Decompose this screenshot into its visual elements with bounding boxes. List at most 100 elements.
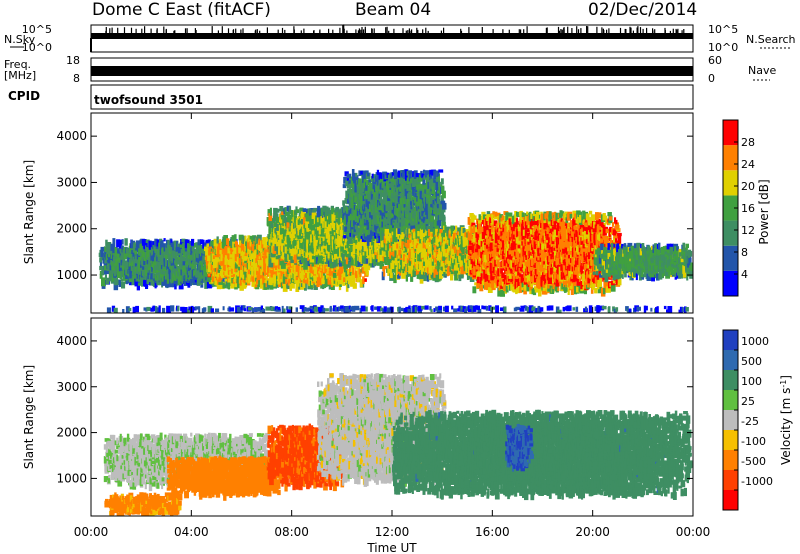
echo-cell <box>365 258 368 264</box>
echo-cell <box>241 259 246 266</box>
echo-cell <box>191 246 195 251</box>
echo-cell <box>202 239 205 249</box>
echo-cell <box>328 221 332 230</box>
echo-cell <box>135 246 138 251</box>
echo-cell <box>379 213 383 223</box>
echo-cell <box>349 183 354 189</box>
echo-cell <box>180 306 185 311</box>
echo-cell <box>286 309 292 313</box>
echo-cell <box>179 254 183 263</box>
echo-cell <box>117 252 122 262</box>
echo-cell <box>131 260 135 267</box>
nsky-spike <box>546 27 548 33</box>
nsky-spike <box>587 26 589 33</box>
echo-cell <box>376 306 382 312</box>
echo-cell <box>331 212 335 221</box>
echo-cell <box>194 265 197 270</box>
echo-cell <box>156 307 160 313</box>
echo-cell <box>268 213 273 222</box>
echo-cell <box>335 206 339 213</box>
echo-cell <box>313 274 318 283</box>
nsky-spike <box>371 28 373 33</box>
echo-cell <box>259 281 263 289</box>
echo-cell <box>279 206 284 211</box>
echo-cell <box>483 305 488 310</box>
nsky-spike <box>217 30 219 33</box>
echo-cell <box>263 237 267 241</box>
echo-cell <box>143 240 147 249</box>
echo-cell <box>394 194 397 201</box>
echo-cell <box>184 244 188 252</box>
nsky-spike <box>639 27 642 33</box>
echo-cell <box>120 251 124 258</box>
nsky-spike <box>342 25 344 33</box>
echo-cell <box>360 241 363 250</box>
echo-cell <box>122 268 125 277</box>
echo-cell <box>166 275 170 284</box>
echo-cell <box>218 277 222 283</box>
echo-cell <box>104 268 107 275</box>
echo-cell <box>316 237 320 246</box>
echo-cell <box>198 306 201 313</box>
nsky-spike <box>386 26 388 33</box>
echo-cell <box>328 283 332 290</box>
nsky-spike <box>586 26 588 33</box>
echo-cell <box>166 305 171 313</box>
echo-cell <box>222 306 225 311</box>
echo-cell <box>348 277 352 285</box>
nsky-spike <box>596 26 598 33</box>
echo-cell <box>216 246 220 256</box>
echo-cell <box>407 308 411 313</box>
nsky-spike <box>632 30 634 33</box>
echo-cell <box>161 249 164 258</box>
echo-cell <box>155 306 158 313</box>
echo-cell <box>187 308 190 313</box>
echo-cell <box>128 260 134 267</box>
echo-cell <box>366 226 369 235</box>
echo-cell <box>128 280 133 286</box>
echo-cell <box>341 308 346 312</box>
echo-cell <box>333 240 336 248</box>
echo-cell <box>332 271 337 278</box>
echo-cell <box>287 276 291 286</box>
echo-cell <box>114 264 119 270</box>
echo-cell <box>133 267 137 276</box>
echo-cell <box>260 279 264 285</box>
echo-cell <box>308 243 313 253</box>
nsky-spike <box>105 27 107 33</box>
echo-cell <box>257 307 261 311</box>
nsky-spike <box>576 26 578 33</box>
echo-cell <box>207 239 211 243</box>
power-echo-layer <box>98 169 693 313</box>
echo-cell <box>442 306 447 312</box>
echo-cell <box>243 308 247 312</box>
echo-cell <box>313 283 318 290</box>
echo-cell <box>158 305 161 313</box>
echo-cell <box>342 282 346 286</box>
echo-cell <box>184 248 187 256</box>
echo-cell <box>417 305 422 312</box>
echo-cell <box>383 202 387 211</box>
echo-cell <box>215 278 219 286</box>
echo-cell <box>186 250 191 256</box>
echo-cell <box>107 242 112 250</box>
echo-cell <box>206 247 210 255</box>
echo-cell <box>353 202 356 210</box>
echo-cell <box>131 250 134 254</box>
echo-cell <box>208 277 211 283</box>
nsky-spike <box>303 28 305 33</box>
echo-cell <box>305 270 308 278</box>
echo-cell <box>339 276 344 285</box>
nsky-tick-high: 10^5 <box>22 23 52 36</box>
echo-cell <box>347 269 350 274</box>
nsky-spike <box>681 30 683 33</box>
echo-cell <box>398 189 403 195</box>
echo-cell <box>232 239 235 247</box>
echo-cell <box>401 307 404 312</box>
echo-cell <box>345 191 349 196</box>
echo-cell <box>539 307 544 312</box>
echo-cell <box>392 198 395 203</box>
nsearch-tick-high: 10^5 <box>708 23 738 36</box>
echo-cell <box>282 230 286 240</box>
echo-cell <box>208 246 213 255</box>
